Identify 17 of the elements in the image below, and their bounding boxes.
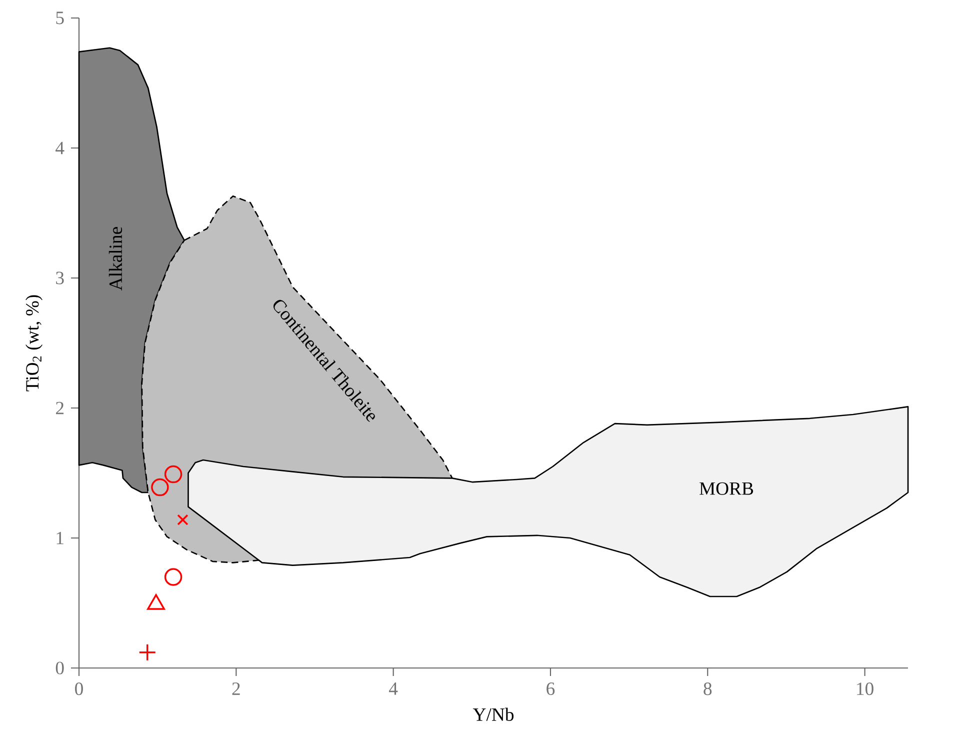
x-tick-label: 10 (857, 682, 874, 696)
x-tick-label: 0 (75, 682, 83, 696)
y-tick-label: 0 (56, 662, 64, 674)
x-tick-label: 6 (546, 682, 555, 696)
y-tick-label: 2 (56, 402, 64, 414)
y-tick-label: 4 (56, 142, 64, 154)
x-tick-label: 4 (389, 682, 398, 695)
y-axis-title: TiO$_{2}$ (wt, %) (26, 295, 42, 392)
annotation: Alkaline (108, 227, 122, 290)
point (164, 568, 182, 586)
y-tick-label: 3 (56, 272, 64, 284)
x-axis-title: Y/Nb (472, 708, 514, 721)
annotation: MORB (700, 482, 754, 495)
x-tick-label: 8 (704, 682, 712, 696)
y-tick-label: 5 (56, 12, 64, 24)
x-tick-label: 2 (232, 682, 240, 695)
y-tick-label: 1 (56, 532, 64, 544)
